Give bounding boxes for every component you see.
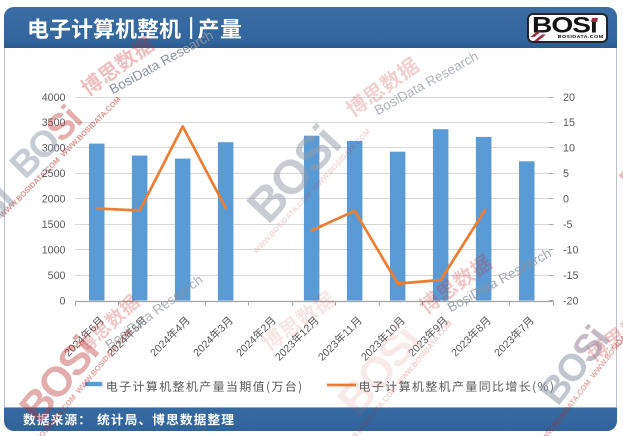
svg-text:3500: 3500: [42, 117, 66, 129]
svg-text:0: 0: [563, 194, 569, 206]
svg-text:2023: 2023: [316, 338, 341, 363]
svg-text:20: 20: [563, 92, 575, 104]
svg-text:500: 500: [48, 270, 66, 282]
svg-text:BosiData Research: BosiData Research: [372, 48, 481, 118]
svg-text:15: 15: [563, 117, 575, 129]
svg-text:10: 10: [563, 143, 575, 155]
svg-text:1000: 1000: [42, 244, 66, 256]
svg-text:0: 0: [60, 295, 66, 307]
svg-text:BosiData Research: BosiData Research: [445, 245, 554, 315]
svg-text:2023: 2023: [449, 334, 474, 359]
svg-text:BOSi: BOSi: [611, 108, 623, 203]
svg-text:-20: -20: [563, 295, 579, 307]
svg-text:2023: 2023: [492, 334, 517, 359]
svg-text:-5: -5: [563, 219, 573, 231]
svg-text:1500: 1500: [42, 219, 66, 231]
svg-text:-15: -15: [563, 270, 579, 282]
svg-text:-10: -10: [563, 244, 579, 256]
svg-text:11: 11: [340, 323, 356, 339]
svg-text:2024: 2024: [234, 334, 259, 359]
svg-text:3000: 3000: [42, 143, 66, 155]
svg-text:2500: 2500: [42, 168, 66, 180]
svg-text:2024: 2024: [148, 334, 173, 359]
svg-text:BosiData Research: BosiData Research: [107, 27, 216, 97]
svg-text:4000: 4000: [42, 92, 66, 104]
svg-text:5: 5: [563, 168, 569, 180]
svg-text:2024: 2024: [191, 334, 216, 359]
svg-text:2000: 2000: [42, 194, 66, 206]
svg-text:BOSi: BOSi: [0, 175, 22, 275]
